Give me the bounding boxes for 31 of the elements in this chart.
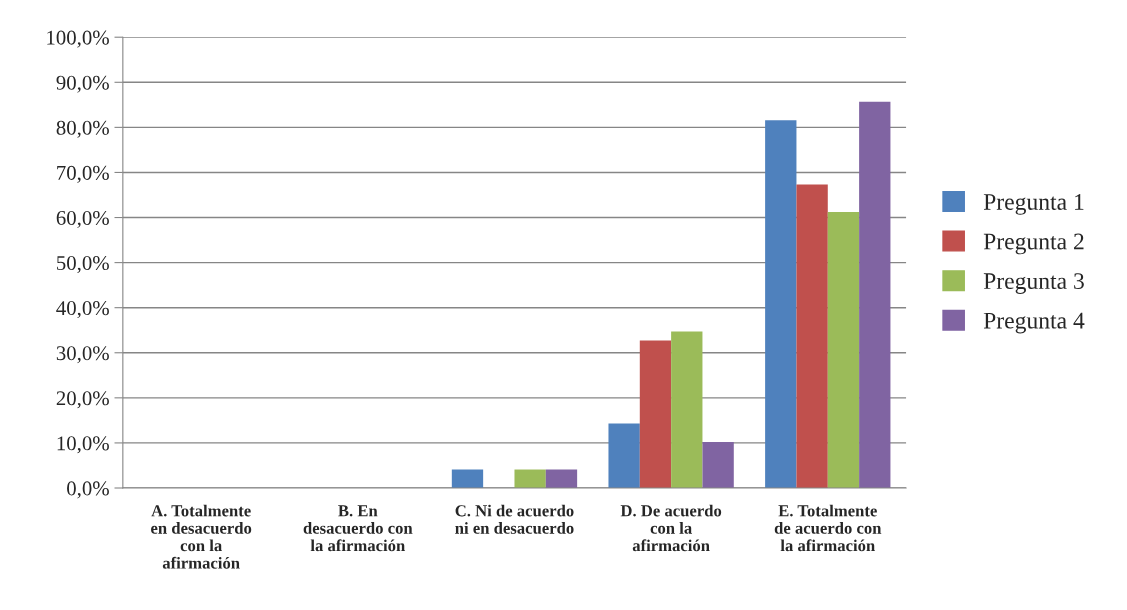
bar bbox=[671, 331, 703, 488]
y-tick-label: 80,0% bbox=[56, 120, 109, 138]
bar bbox=[608, 423, 640, 488]
bar bbox=[765, 120, 797, 488]
y-tick-label: 70,0% bbox=[57, 165, 109, 183]
x-tick-label: B. En desacuerdo con la afirmación bbox=[303, 505, 413, 552]
y-tick-label: 40,0% bbox=[56, 301, 109, 319]
x-tick-label: C. Ni de acuerdo ni en desacuerdo bbox=[455, 504, 574, 534]
bar bbox=[859, 101, 891, 488]
legend-label: Pregunta 2 bbox=[983, 233, 1084, 255]
bar bbox=[639, 340, 672, 488]
legend-label: Pregunta 1 bbox=[983, 194, 1084, 215]
y-tick-label: 50,0% bbox=[57, 255, 109, 274]
y-tick-label: 90,0% bbox=[56, 75, 109, 93]
legend-label: Pregunta 3 bbox=[983, 273, 1084, 294]
y-tick-label: 10,0% bbox=[57, 436, 109, 454]
bar bbox=[545, 469, 578, 488]
bar bbox=[827, 212, 860, 488]
legend-label: Pregunta 4 bbox=[983, 312, 1085, 334]
bar bbox=[796, 184, 828, 488]
bar bbox=[702, 442, 734, 488]
y-tick-label: 100,0% bbox=[47, 30, 109, 48]
y-tick-label: 20,0% bbox=[56, 391, 109, 409]
y-tick-label: 60,0% bbox=[56, 210, 109, 228]
y-tick-label: 0,0% bbox=[67, 481, 109, 499]
x-tick-label: A. Totalmente en desacuerdo con la afirmación bbox=[151, 504, 252, 569]
bar bbox=[451, 469, 484, 488]
x-tick-label: D. De acuerdo con la afirmación bbox=[620, 504, 722, 552]
y-tick-label: 30,0% bbox=[56, 346, 109, 364]
bar bbox=[514, 469, 546, 488]
x-tick-label: E. Totalmente de acuerdo con la afirmación bbox=[774, 504, 882, 552]
